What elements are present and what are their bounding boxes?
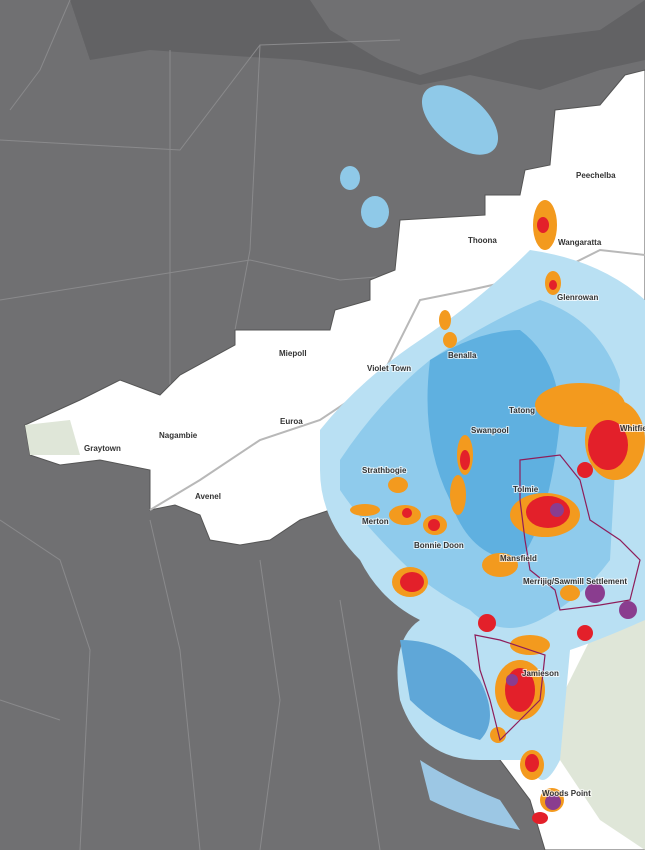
place-label: Wangaratta (558, 238, 602, 247)
place-label: Benalla (448, 351, 477, 360)
place-label: Tolmie (513, 485, 539, 494)
rainfall (320, 85, 645, 830)
place-label: Nagambie (159, 431, 198, 440)
highways (149, 248, 645, 511)
place-label: Merrijig/Sawmill Settlement (523, 577, 627, 586)
place-label: Swanpool (471, 426, 509, 435)
place-label: Thoona (468, 236, 497, 245)
place-label: Peechelba (576, 171, 616, 180)
place-label: Strathbogie (362, 466, 407, 475)
place-label: Bonnie Doon (414, 541, 464, 550)
place-label: Whitfield (620, 424, 645, 433)
place-label: Mansfield (500, 554, 537, 563)
place-label: Miepoll (279, 349, 307, 358)
dark-terrain (70, 0, 645, 90)
hotspots-peak (506, 503, 637, 810)
place-label: Jamieson (522, 669, 559, 678)
place-labels: Peechelba Thoona Wangaratta Glenrowan Be… (83, 170, 645, 799)
place-label: Glenrowan (557, 293, 598, 302)
place-label: Tatong (509, 406, 535, 415)
place-label: Euroa (280, 417, 303, 426)
place-label: Graytown (84, 444, 121, 453)
roads (0, 0, 401, 850)
boundaries (474, 454, 641, 742)
forest (25, 420, 80, 455)
place-label: Avenel (195, 492, 221, 501)
place-label: Merton (362, 517, 389, 526)
place-label: Woods Point (542, 789, 591, 798)
place-label: Violet Town (367, 364, 411, 373)
